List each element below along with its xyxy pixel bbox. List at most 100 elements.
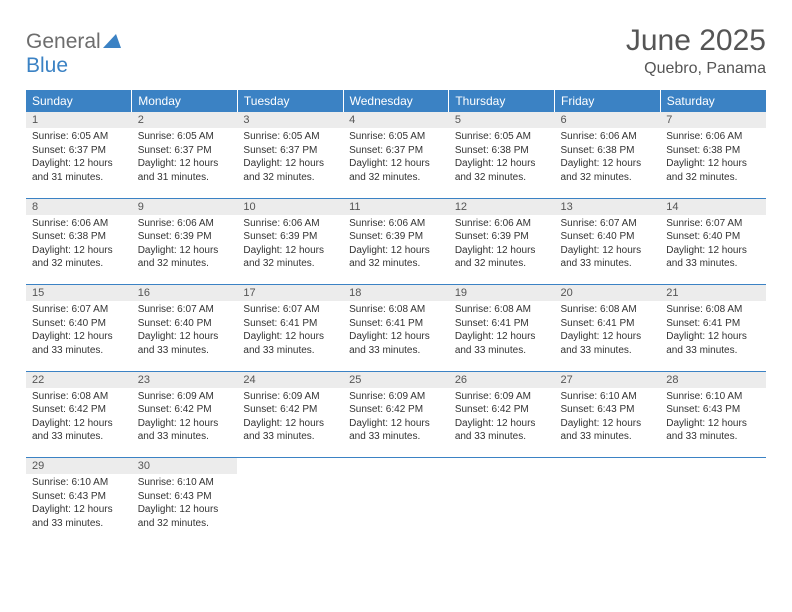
sunset-line: Sunset: 6:40 PM xyxy=(561,230,655,244)
calendar-week-row: 8Sunrise: 6:06 AMSunset: 6:38 PMDaylight… xyxy=(26,199,766,285)
sunset-line: Sunset: 6:43 PM xyxy=(138,490,232,504)
day-number: 7 xyxy=(660,112,766,128)
day-body: Sunrise: 6:10 AMSunset: 6:43 PMDaylight:… xyxy=(660,388,766,450)
calendar-day-cell: 20 Sunrise: 6:08 AMSunset: 6:41 PMDayligh… xyxy=(555,285,661,371)
day-number: 30 xyxy=(132,458,238,474)
daylight-line-1: Daylight: 12 hours xyxy=(666,157,760,171)
logo-triangle-icon xyxy=(103,34,121,53)
daylight-line-2: and 33 minutes. xyxy=(666,430,760,444)
sunrise-line: Sunrise: 6:10 AM xyxy=(32,476,126,490)
day-body: Sunrise: 6:07 AMSunset: 6:40 PMDaylight:… xyxy=(132,301,238,363)
sunrise-line: Sunrise: 6:07 AM xyxy=(243,303,337,317)
calendar-week-row: 1Sunrise: 6:05 AMSunset: 6:37 PMDaylight… xyxy=(26,112,766,198)
calendar-day-cell xyxy=(343,458,449,544)
day-number: 5 xyxy=(449,112,555,128)
daylight-line-1: Daylight: 12 hours xyxy=(32,157,126,171)
day-number: 16 xyxy=(132,285,238,301)
day-number: 21 xyxy=(660,285,766,301)
sunrise-line: Sunrise: 6:09 AM xyxy=(243,390,337,404)
daylight-line-2: and 33 minutes. xyxy=(561,257,655,271)
sunset-line: Sunset: 6:37 PM xyxy=(349,144,443,158)
daylight-line-2: and 32 minutes. xyxy=(138,257,232,271)
calendar-day-cell: 18Sunrise: 6:08 AMSunset: 6:41 PMDayligh… xyxy=(343,285,449,371)
calendar-day-cell: 15Sunrise: 6:07 AMSunset: 6:40 PMDayligh… xyxy=(26,285,132,371)
daylight-line-2: and 33 minutes. xyxy=(32,430,126,444)
sunrise-line: Sunrise: 6:06 AM xyxy=(561,130,655,144)
sunset-line: Sunset: 6:41 PM xyxy=(666,317,760,331)
day-number: 23 xyxy=(132,372,238,388)
day-body: Sunrise: 6:07 AMSunset: 6:40 PMDaylight:… xyxy=(660,215,766,277)
calendar-day-cell: 21Sunrise: 6:08 AMSunset: 6:41 PMDayligh… xyxy=(660,285,766,371)
sunset-line: Sunset: 6:40 PM xyxy=(32,317,126,331)
day-body: Sunrise: 6:06 AMSunset: 6:39 PMDaylight:… xyxy=(449,215,555,277)
calendar-day-cell: 26Sunrise: 6:09 AMSunset: 6:42 PMDayligh… xyxy=(449,372,555,458)
calendar-day-cell: 9Sunrise: 6:06 AMSunset: 6:39 PMDaylight… xyxy=(132,199,238,285)
sunset-line: Sunset: 6:41 PM xyxy=(561,317,655,331)
day-number: 2 xyxy=(132,112,238,128)
calendar-day-cell: 17Sunrise: 6:07 AMSunset: 6:41 PMDayligh… xyxy=(237,285,343,371)
daylight-line-1: Daylight: 12 hours xyxy=(561,330,655,344)
sunset-line: Sunset: 6:41 PM xyxy=(455,317,549,331)
daylight-line-2: and 33 minutes. xyxy=(138,430,232,444)
daylight-line-2: and 33 minutes. xyxy=(138,344,232,358)
daylight-line-1: Daylight: 12 hours xyxy=(561,417,655,431)
sunset-line: Sunset: 6:42 PM xyxy=(243,403,337,417)
day-number: 25 xyxy=(343,372,449,388)
day-body: Sunrise: 6:08 AMSunset: 6:41 PMDaylight:… xyxy=(343,301,449,363)
logo: General Blue xyxy=(26,30,121,78)
day-number: 6 xyxy=(555,112,661,128)
day-body: Sunrise: 6:05 AMSunset: 6:37 PMDaylight:… xyxy=(132,128,238,190)
sunrise-line: Sunrise: 6:06 AM xyxy=(349,217,443,231)
day-number: 20 xyxy=(555,285,661,301)
sunrise-line: Sunrise: 6:08 AM xyxy=(349,303,443,317)
calendar-day-cell: 13Sunrise: 6:07 AMSunset: 6:40 PMDayligh… xyxy=(555,199,661,285)
day-number: 4 xyxy=(343,112,449,128)
sunset-line: Sunset: 6:39 PM xyxy=(138,230,232,244)
day-number: 13 xyxy=(555,199,661,215)
sunset-line: Sunset: 6:42 PM xyxy=(455,403,549,417)
daylight-line-1: Daylight: 12 hours xyxy=(243,157,337,171)
calendar-day-cell xyxy=(237,458,343,544)
sunrise-line: Sunrise: 6:06 AM xyxy=(455,217,549,231)
day-body: Sunrise: 6:09 AMSunset: 6:42 PMDaylight:… xyxy=(449,388,555,450)
daylight-line-1: Daylight: 12 hours xyxy=(666,417,760,431)
weekday-thursday: Thursday xyxy=(449,90,555,112)
day-number: 29 xyxy=(26,458,132,474)
daylight-line-1: Daylight: 12 hours xyxy=(455,244,549,258)
month-title: June 2025 xyxy=(626,24,766,58)
day-number: 11 xyxy=(343,199,449,215)
sunset-line: Sunset: 6:42 PM xyxy=(32,403,126,417)
daylight-line-1: Daylight: 12 hours xyxy=(455,157,549,171)
calendar-week-row: 29 Sunrise: 6:10 AM Sunset: 6:43 PM Dayligh… xyxy=(26,458,766,544)
day-body: Sunrise: 6:06 AMSunset: 6:38 PMDaylight:… xyxy=(555,128,661,190)
weekday-wednesday: Wednesday xyxy=(343,90,449,112)
day-body: Sunrise: 6:06 AMSunset: 6:38 PMDaylight:… xyxy=(26,215,132,277)
day-number: 15 xyxy=(26,285,132,301)
daylight-line-2: and 33 minutes. xyxy=(32,344,126,358)
daylight-line-2: and 33 minutes. xyxy=(349,430,443,444)
daylight-line-1: Daylight: 12 hours xyxy=(455,417,549,431)
calendar-day-cell: 25Sunrise: 6:09 AMSunset: 6:42 PMDayligh… xyxy=(343,372,449,458)
calendar-day-cell: 7Sunrise: 6:06 AMSunset: 6:38 PMDaylight… xyxy=(660,112,766,198)
calendar-day-cell: 14Sunrise: 6:07 AMSunset: 6:40 PMDayligh… xyxy=(660,199,766,285)
weekday-saturday: Saturday xyxy=(660,90,766,112)
day-body: Sunrise: 6:08 AMSunset: 6:41 PMDaylight:… xyxy=(660,301,766,363)
sunrise-line: Sunrise: 6:05 AM xyxy=(243,130,337,144)
day-number: 9 xyxy=(132,199,238,215)
sunrise-line: Sunrise: 6:08 AM xyxy=(666,303,760,317)
daylight-line-1: Daylight: 12 hours xyxy=(138,330,232,344)
sunset-line: Sunset: 6:38 PM xyxy=(666,144,760,158)
sunset-line: Sunset: 6:38 PM xyxy=(32,230,126,244)
sunrise-line: Sunrise: 6:08 AM xyxy=(561,303,655,317)
sunrise-line: Sunrise: 6:09 AM xyxy=(138,390,232,404)
daylight-line-1: Daylight: 12 hours xyxy=(138,417,232,431)
day-number: 1 xyxy=(26,112,132,128)
day-number: 27 xyxy=(555,372,661,388)
daylight-line-1: Daylight: 12 hours xyxy=(32,503,126,517)
day-body: Sunrise: 6:09 AMSunset: 6:42 PMDaylight:… xyxy=(132,388,238,450)
day-number: 28 xyxy=(660,372,766,388)
day-body: Sunrise: 6:05 AMSunset: 6:37 PMDaylight:… xyxy=(26,128,132,190)
daylight-line-2: and 33 minutes. xyxy=(349,344,443,358)
weekday-sunday: Sunday xyxy=(26,90,132,112)
calendar-day-cell xyxy=(660,458,766,544)
